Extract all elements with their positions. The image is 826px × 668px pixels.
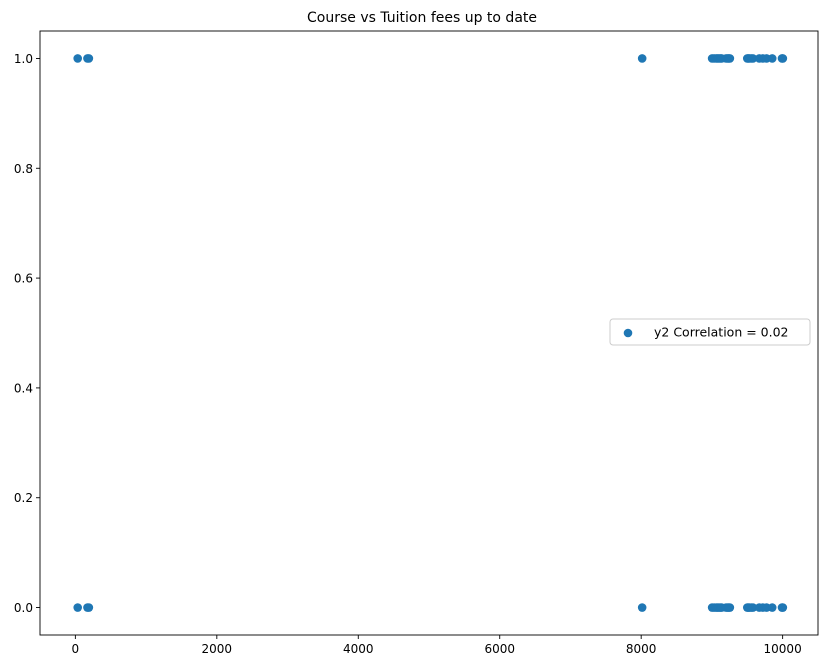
scatter-point <box>725 54 735 63</box>
scatter-point <box>73 603 82 612</box>
x-tick-label: 8000 <box>626 642 657 656</box>
scatter-point <box>748 603 758 612</box>
scatter-point <box>767 603 777 612</box>
chart-title: Course vs Tuition fees up to date <box>307 10 537 26</box>
scatter-point <box>73 54 82 63</box>
y-tick-label: 0.8 <box>14 162 33 176</box>
x-tick-label: 2000 <box>202 642 233 656</box>
scatter-point <box>637 603 647 612</box>
y-tick-label: 0.4 <box>14 381 33 395</box>
y-tick-label: 0.2 <box>14 491 33 505</box>
scatter-point <box>84 603 94 612</box>
x-tick-label: 10000 <box>764 642 802 656</box>
scatter-point <box>725 603 735 612</box>
x-tick-label: 4000 <box>343 642 374 656</box>
scatter-point <box>778 603 788 612</box>
legend-box <box>609 318 811 346</box>
scatter-point <box>637 54 647 63</box>
legend: y2 Correlation = 0.02 <box>609 318 811 346</box>
plot-frame <box>39 30 819 636</box>
y-tick-label: 0.6 <box>14 272 33 286</box>
x-tick-label: 6000 <box>484 642 515 656</box>
legend-marker <box>623 328 633 338</box>
legend-label: y2 Correlation = 0.02 <box>654 325 789 340</box>
points-layer <box>73 54 788 612</box>
axes-layer: 0 2000 4000 6000 8000 10000 0.0 0.2 0.4 0.6 0.8 1.0 <box>14 30 819 656</box>
scatter-point <box>84 54 94 63</box>
scatter-point <box>767 54 777 63</box>
y-tick-label: 0.0 <box>14 601 33 615</box>
x-tick-label: 0 <box>72 642 80 656</box>
y-tick-label: 1.0 <box>14 52 33 66</box>
scatter-point <box>748 54 758 63</box>
scatter-point <box>778 54 788 63</box>
